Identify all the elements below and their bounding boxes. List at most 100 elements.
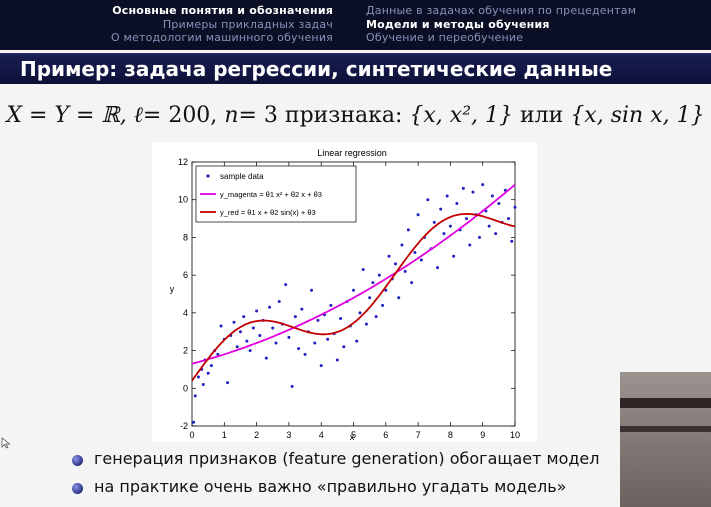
formula-l-var: ℓ <box>133 103 143 128</box>
bullet-text: генерация признаков (feature generation)… <box>94 449 600 468</box>
data-point <box>232 320 236 324</box>
data-point <box>400 243 404 247</box>
x-tick-label: 8 <box>448 430 453 440</box>
data-point <box>406 228 410 232</box>
data-point <box>377 273 381 277</box>
data-point <box>339 317 343 321</box>
data-point <box>445 194 449 198</box>
x-tick-label: 3 <box>286 430 291 440</box>
nav-item-applied-examples[interactable]: Примеры прикладных задач <box>162 17 333 31</box>
data-point <box>297 347 301 351</box>
data-point <box>393 262 397 266</box>
y-tick-label: 4 <box>183 308 188 318</box>
y-tick-label: 10 <box>178 195 188 205</box>
data-point <box>435 266 439 270</box>
data-point <box>455 201 459 205</box>
data-point <box>264 356 268 360</box>
data-point <box>448 224 452 228</box>
data-point <box>209 364 213 368</box>
data-point <box>326 337 330 341</box>
data-point <box>193 394 197 398</box>
data-point <box>507 217 511 221</box>
data-point <box>468 243 472 247</box>
data-point <box>319 364 323 368</box>
data-point <box>316 318 320 322</box>
data-point <box>342 345 346 349</box>
data-point <box>287 335 291 339</box>
data-point <box>219 324 223 328</box>
chart-ylabel: y <box>170 284 175 294</box>
nav-item-models-methods[interactable]: Модели и методы обучения <box>366 17 550 31</box>
data-point <box>452 254 456 258</box>
bullet-item: на практике очень важно «правильно угада… <box>72 477 632 505</box>
data-point <box>355 339 359 343</box>
data-point <box>442 232 446 236</box>
chart-xlabel: x <box>350 432 355 442</box>
nav-item-notation[interactable]: Основные понятия и обозначения <box>112 4 333 17</box>
data-point <box>358 311 362 315</box>
regression-chart: Linear regression x y 0 1 2 3 4 5 6 7 8 9 10 -2 0 2 4 6… <box>152 142 537 442</box>
data-point <box>513 205 517 209</box>
x-tick-label: 4 <box>319 430 324 440</box>
data-point <box>293 315 297 319</box>
data-point <box>374 315 378 319</box>
regression-chart-svg: Linear regression x y 0 1 2 3 4 5 6 7 8 9 10-20246… <box>170 148 520 442</box>
data-point <box>403 269 407 273</box>
data-point <box>310 288 314 292</box>
y-tick-label: 12 <box>178 157 188 167</box>
data-point <box>416 213 420 217</box>
webcam-band <box>620 398 711 408</box>
x-tick-label: 2 <box>254 430 259 440</box>
data-point <box>313 341 317 345</box>
webcam-band-lower <box>620 426 711 432</box>
data-point <box>329 303 333 307</box>
data-point <box>384 288 388 292</box>
bullet-text: на практике очень важно «правильно угада… <box>94 477 567 496</box>
nav-item-overfitting[interactable]: Обучение и переобучение <box>366 31 524 44</box>
y-tick-label: 8 <box>183 232 188 242</box>
data-point <box>206 371 210 375</box>
x-tick-label: 1 <box>222 430 227 440</box>
bullet-item: генерация признаков (feature generation)… <box>72 449 632 477</box>
slide-title-bar: Пример: задача регрессии, синтетические … <box>0 53 711 84</box>
problem-formula: X = Y = ℝ, ℓ= 200, n= 3 признака: {x, x²… <box>0 102 711 128</box>
x-tick-label: 5 <box>351 430 356 440</box>
bullet-dot-icon <box>72 483 83 494</box>
nav-item-methodology[interactable]: О методологии машинного обучения <box>110 31 333 44</box>
slide-title: Пример: задача регрессии, синтетические … <box>20 57 613 81</box>
bullet-list: генерация признаков (feature generation)… <box>72 449 632 505</box>
data-point <box>192 420 196 424</box>
data-point <box>490 194 494 198</box>
data-point <box>268 305 272 309</box>
data-point <box>361 267 365 271</box>
y-tick-label: -2 <box>180 421 188 431</box>
data-point <box>432 220 436 224</box>
chart-title: Linear regression <box>317 148 387 158</box>
data-point <box>419 258 423 262</box>
data-point <box>300 307 304 311</box>
legend-label-red: y_red = θ1 x + θ2 sin(x) + θ3 <box>220 208 316 217</box>
data-point <box>245 339 249 343</box>
data-point <box>413 251 417 255</box>
data-point <box>497 201 501 205</box>
data-point <box>477 235 481 239</box>
data-point <box>303 352 307 356</box>
data-point <box>465 217 469 221</box>
data-point <box>471 190 475 194</box>
formula-xy: X = Y = ℝ, <box>6 103 127 128</box>
x-tick-label: 0 <box>189 430 194 440</box>
bullet-dot-icon <box>72 455 83 466</box>
red-curve <box>191 212 516 382</box>
x-tick-label: 10 <box>510 430 520 440</box>
data-point <box>487 224 491 228</box>
data-point <box>258 333 262 337</box>
data-point <box>381 303 385 307</box>
nav-item-precedent-data[interactable]: Данные в задачах обучения по прецедентам <box>366 4 637 17</box>
mouse-pointer-icon <box>1 437 11 449</box>
data-point <box>484 209 488 213</box>
formula-word-or: или <box>520 103 564 128</box>
formula-n-var: n <box>224 103 239 128</box>
data-point <box>494 232 498 236</box>
legend-marker-sample <box>206 174 210 178</box>
